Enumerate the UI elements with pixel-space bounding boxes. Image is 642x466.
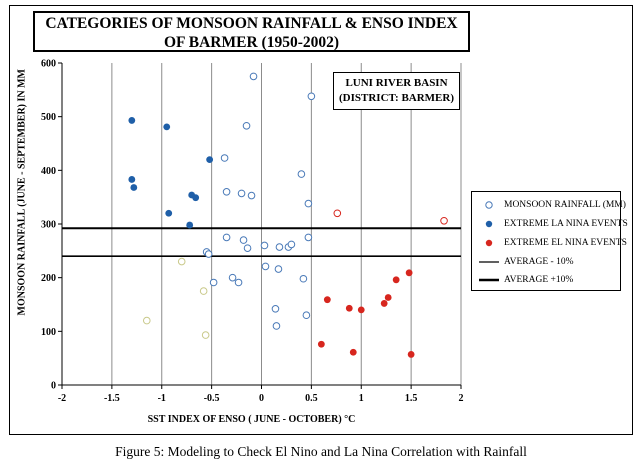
- rainfall-point: [239, 236, 248, 244]
- unlabeled-point: [142, 316, 151, 325]
- rainfall-point: [222, 233, 231, 242]
- legend-label-el-nino: EXTREME EL NINA EVENTS: [504, 238, 627, 248]
- rainfall-point: [275, 243, 284, 251]
- la-nina-point: [186, 221, 194, 229]
- el-nino-point: [345, 304, 353, 312]
- blue-dot-marker-icon: [478, 219, 500, 229]
- rainfall-point: [228, 273, 237, 282]
- x-tick-label: 1: [359, 393, 364, 404]
- y-tick-label: 500: [41, 112, 56, 123]
- unlabeled-point: [199, 287, 208, 295]
- el-nino-point: [405, 269, 413, 277]
- rainfall-point: [261, 262, 270, 271]
- x-tick-label: -0.5: [204, 393, 220, 404]
- legend-label-la-nina: EXTREME LA NINA EVENTS: [504, 219, 628, 229]
- region-annotation: LUNI RIVER BASIN (DISTRICT: BARMER): [333, 72, 460, 110]
- el-nino-point: [407, 351, 415, 358]
- rainfall-point: [222, 188, 231, 196]
- rainfall-point: [243, 244, 252, 252]
- legend-label-avg-plus: AVERAGE +10%: [504, 275, 574, 285]
- rainfall-point: [272, 322, 281, 330]
- legend-item-rainfall: MONSOON RAINFALL (MM): [478, 197, 626, 213]
- x-tick-label: -1: [158, 393, 166, 404]
- chart-title: CATEGORIES OF MONSOON RAINFALL & ENSO IN…: [33, 11, 470, 52]
- x-tick-label: 1.5: [405, 393, 418, 404]
- la-nina-point: [192, 194, 200, 202]
- rainfall-point: [209, 278, 218, 287]
- rainfall-point: [234, 278, 243, 287]
- legend-label-avg-minus: AVERAGE - 10%: [504, 257, 574, 267]
- open-circle-marker-icon: [478, 200, 500, 210]
- el-nino-point: [323, 296, 331, 304]
- la-nina-point: [165, 209, 173, 217]
- rainfall-point: [242, 121, 251, 130]
- rainfall-point: [274, 265, 283, 273]
- figure-frame: [9, 5, 633, 435]
- x-tick-label: -1.5: [104, 393, 120, 404]
- y-tick-label: 100: [41, 327, 56, 338]
- rainfall-point: [260, 241, 269, 250]
- rainfall-point: [247, 191, 256, 200]
- y-tick-label: 400: [41, 166, 56, 177]
- la-nina-point: [206, 156, 214, 164]
- x-tick-label: -2: [58, 393, 66, 404]
- thick-line-marker-icon: [478, 275, 500, 285]
- la-nina-point: [128, 176, 136, 183]
- x-tick-label: 0: [259, 393, 264, 404]
- unlabeled-point: [201, 331, 210, 339]
- el-nino-point: [349, 348, 357, 356]
- y-tick-label: 600: [41, 59, 56, 70]
- la-nina-point: [130, 184, 138, 191]
- legend-label-rainfall: MONSOON RAINFALL (MM): [504, 200, 626, 210]
- y-tick-label: 0: [51, 381, 56, 392]
- scatter-plot: -2 -1.5 -1 -0.5 0 0.5 1 1.5 2 0 100 200 300 400 500 600…: [41, 59, 464, 426]
- chart-legend: MONSOON RAINFALL (MM) EXTREME LA NINA EV…: [471, 191, 628, 291]
- rainfall-point: [302, 311, 311, 320]
- legend-item-la-nina: EXTREME LA NINA EVENTS: [478, 216, 628, 232]
- rainfall-point: [297, 170, 306, 178]
- unlabeled-point: [333, 209, 342, 218]
- rainfall-point: [287, 240, 296, 249]
- rainfall-point: [204, 250, 213, 258]
- rainfall-point: [271, 304, 280, 313]
- rainfall-point: [307, 92, 316, 101]
- thin-line-marker-icon: [478, 257, 500, 267]
- rainfall-point: [220, 154, 229, 162]
- rainfall-point: [249, 72, 258, 81]
- y-axis-label: MONSOON RAINFALL (JUNE - SEPTEMBER) IN M…: [16, 69, 28, 316]
- x-tick-label: 0.5: [305, 393, 318, 404]
- legend-item-avg-minus: AVERAGE - 10%: [478, 254, 574, 270]
- rainfall-point: [237, 189, 246, 198]
- unlabeled-point: [177, 257, 186, 266]
- legend-item-el-nino: EXTREME EL NINA EVENTS: [478, 235, 627, 251]
- figure-caption: Figure 5: Modeling to Check El Nino and …: [115, 444, 527, 459]
- rainfall-point: [304, 199, 313, 208]
- el-nino-point: [357, 306, 365, 314]
- red-dot-marker-icon: [478, 238, 500, 248]
- y-tick-label: 200: [41, 273, 56, 284]
- unlabeled-point: [440, 216, 448, 225]
- rainfall-point: [304, 233, 313, 242]
- el-nino-point: [392, 276, 400, 284]
- y-tick-label: 300: [41, 220, 56, 231]
- x-tick-label: 2: [459, 393, 464, 404]
- el-nino-point: [384, 294, 392, 301]
- legend-item-avg-plus: AVERAGE +10%: [478, 272, 573, 288]
- el-nino-point: [317, 340, 325, 348]
- la-nina-point: [163, 123, 171, 131]
- rainfall-point: [299, 274, 308, 283]
- x-axis-label: SST INDEX OF ENSO ( JUNE - OCTOBER) °C: [148, 414, 356, 425]
- la-nina-point: [128, 117, 136, 124]
- el-nino-point: [380, 300, 388, 307]
